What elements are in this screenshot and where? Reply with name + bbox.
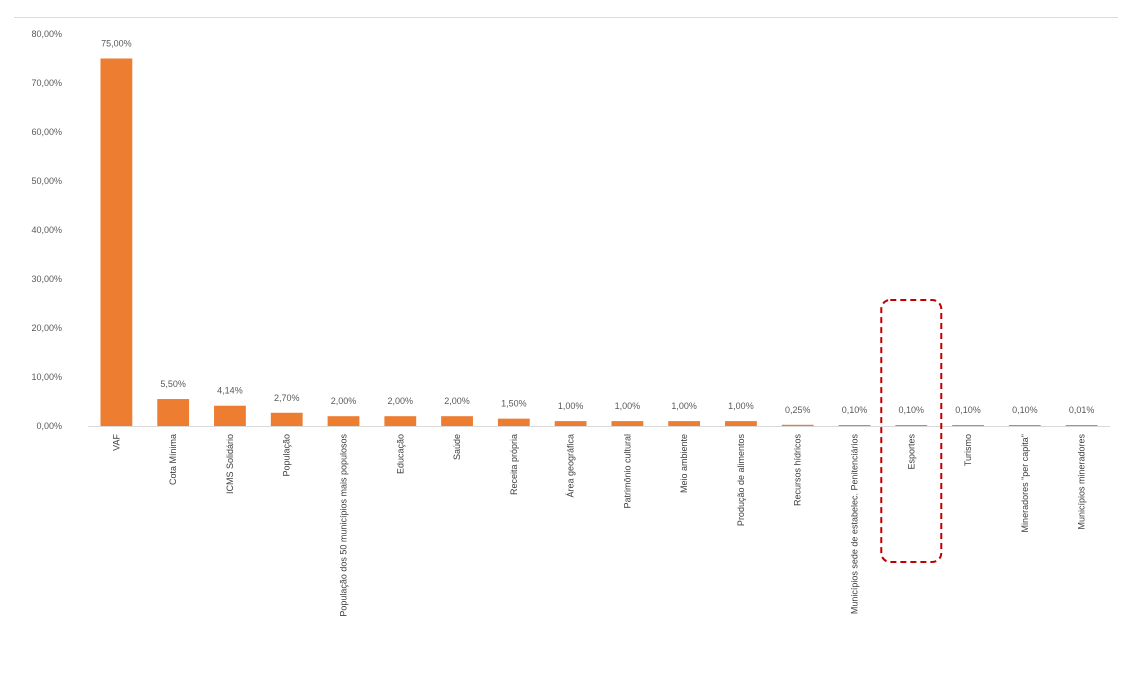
bar <box>725 421 757 426</box>
category-label: Patrimônio cultural <box>622 434 632 509</box>
data-labels: 75,00% 5,50% 4,14% 2,70% 2,00% 2,00% 2,00% 1,50… <box>101 39 1094 416</box>
data-label: 5,50% <box>160 379 186 389</box>
data-label: 0,10% <box>1012 405 1038 415</box>
category-label: População <box>282 434 292 477</box>
category-label: Turismo <box>963 434 973 466</box>
data-label: 2,00% <box>444 396 470 406</box>
bar <box>100 58 133 426</box>
data-label: 0,10% <box>842 405 868 415</box>
data-label: 75,00% <box>101 39 132 49</box>
bar <box>384 416 417 426</box>
y-tick-label: 30,00% <box>31 274 62 284</box>
category-label: Recursos hídricos <box>793 434 803 507</box>
bar <box>668 421 701 426</box>
bar <box>952 425 984 426</box>
category-label: VAF <box>111 434 121 451</box>
bar <box>838 425 871 426</box>
y-axis: 0,00% 10,00% 20,00% 30,00% 40,00% 50,00% 60,00… <box>31 29 62 431</box>
y-tick-label: 40,00% <box>31 225 62 235</box>
category-label: Municípios sede de estabelec. Penitenciá… <box>850 434 860 615</box>
y-tick-label: 50,00% <box>31 176 62 186</box>
y-tick-label: 20,00% <box>31 323 62 333</box>
data-label: 0,10% <box>899 405 925 415</box>
bar <box>781 424 814 426</box>
bar <box>1008 425 1041 426</box>
category-label: População dos 50 municípios mais populos… <box>339 434 349 617</box>
data-label: 2,70% <box>274 393 300 403</box>
bar <box>157 399 190 426</box>
bar <box>327 416 360 426</box>
data-label: 1,00% <box>558 401 584 411</box>
bar <box>441 416 473 426</box>
data-label: 0,25% <box>785 405 811 415</box>
category-labels: VAF Cota Mínima ICMS Solidário População Pop… <box>111 434 1086 617</box>
data-label: 2,00% <box>331 396 357 406</box>
category-label: Saúde <box>452 434 462 460</box>
category-label: Municípios mineradores <box>1077 434 1087 530</box>
data-label: 4,14% <box>217 386 243 396</box>
category-label: ICMS Solidário <box>225 434 235 494</box>
highlight-box <box>880 299 943 563</box>
bars <box>100 58 1098 426</box>
data-label: 0,10% <box>955 405 981 415</box>
category-label: Esportes <box>906 434 916 470</box>
data-label: 2,00% <box>388 396 414 406</box>
category-label: Mineradores "per capita" <box>1020 434 1030 532</box>
y-tick-label: 0,00% <box>36 421 62 431</box>
data-label: 1,00% <box>671 401 697 411</box>
bar <box>270 412 303 426</box>
y-tick-label: 10,00% <box>31 372 62 382</box>
bar <box>895 425 928 426</box>
data-label: 0,01% <box>1069 405 1095 415</box>
bar <box>214 405 246 426</box>
data-label: 1,00% <box>615 401 641 411</box>
data-label: 1,50% <box>501 399 527 409</box>
category-label: Produção de alimentos <box>736 434 746 527</box>
y-tick-label: 70,00% <box>31 78 62 88</box>
category-label: Educação <box>395 434 405 474</box>
category-label: Meio ambiente <box>679 434 689 493</box>
category-label: Cota Mínima <box>168 434 178 485</box>
bar <box>497 418 530 426</box>
category-label: Área geográfica <box>566 434 576 498</box>
bar <box>554 421 587 426</box>
top-border <box>14 17 1118 18</box>
y-tick-label: 80,00% <box>31 29 62 39</box>
bar <box>1065 425 1098 426</box>
data-label: 1,00% <box>728 401 754 411</box>
bar <box>611 421 644 426</box>
y-tick-label: 60,00% <box>31 127 62 137</box>
category-label: Receita própria <box>509 434 519 495</box>
